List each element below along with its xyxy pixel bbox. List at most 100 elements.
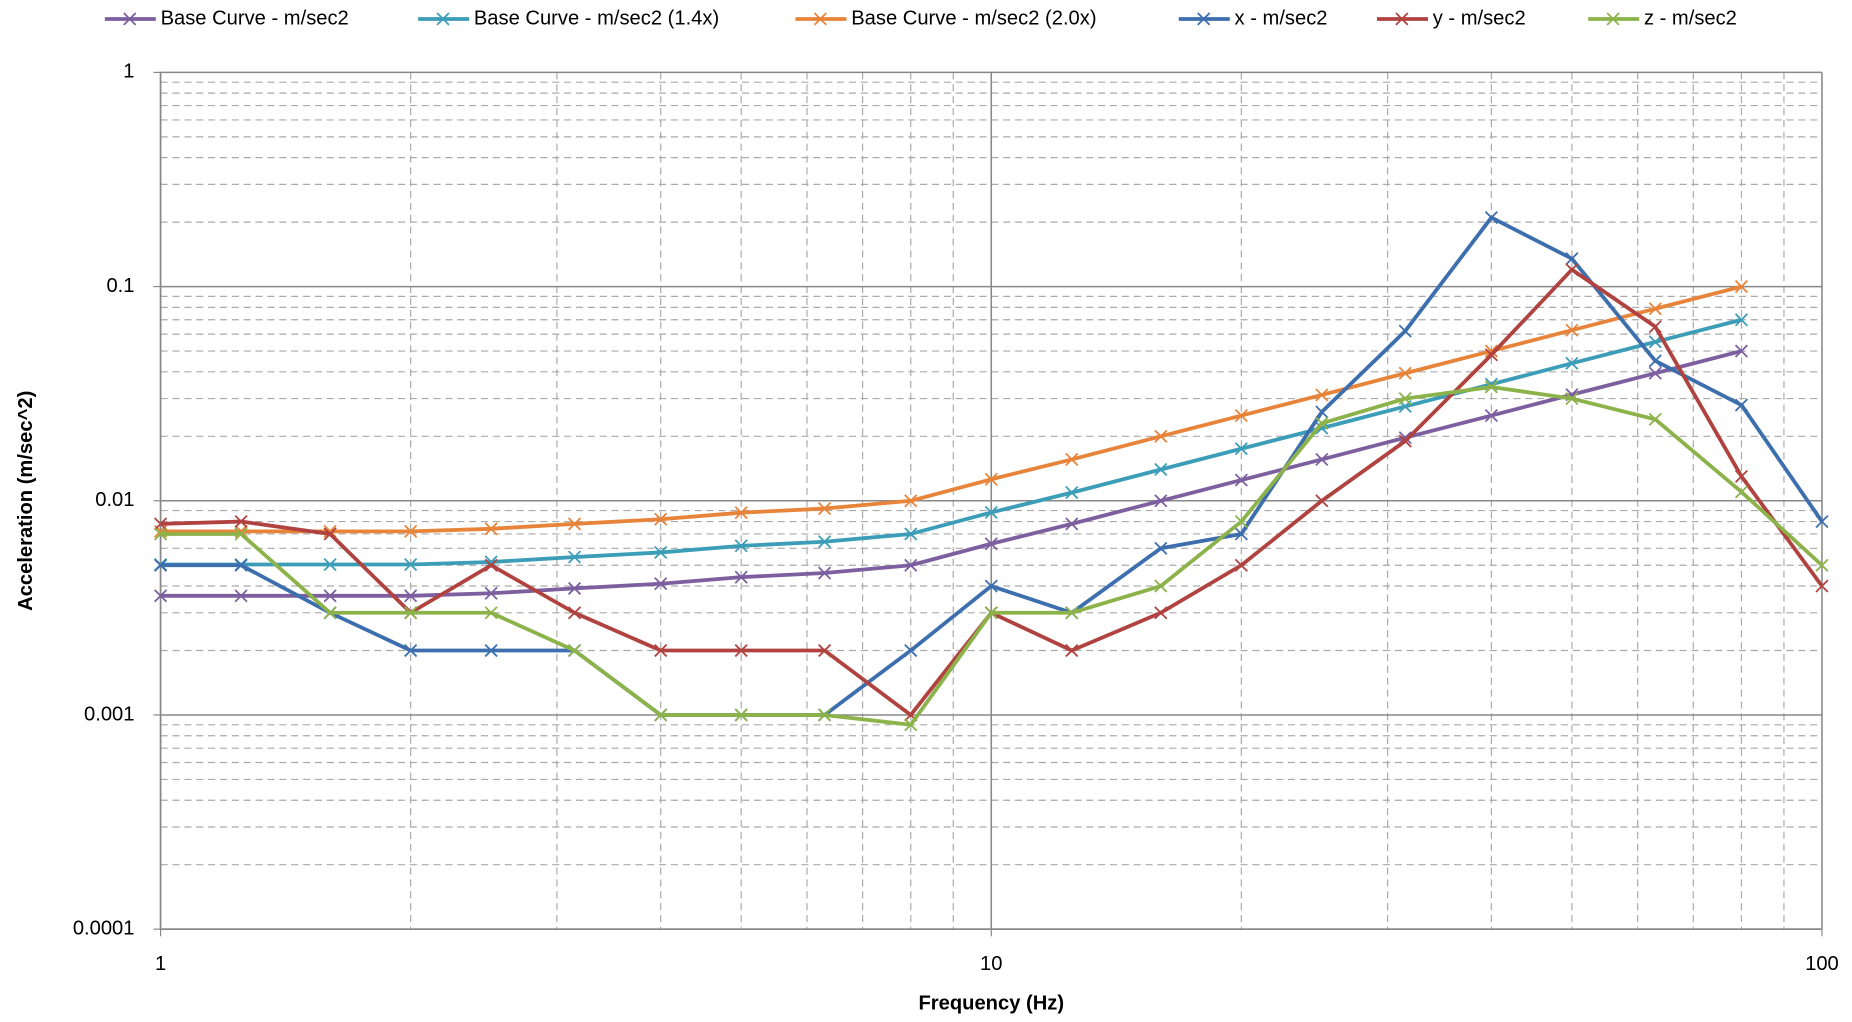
legend-label: y - m/sec2 — [1433, 7, 1526, 29]
marker — [1154, 494, 1168, 508]
marker — [404, 524, 418, 538]
marker — [1565, 356, 1579, 370]
marker — [904, 643, 918, 658]
marker — [154, 589, 168, 603]
marker — [1065, 486, 1079, 500]
marker — [734, 643, 748, 658]
marker — [1234, 527, 1248, 541]
y-tick-label: 0.01 — [95, 489, 134, 511]
series-line — [160, 284, 1742, 534]
marker — [1565, 252, 1579, 266]
marker — [1734, 469, 1749, 483]
marker — [904, 558, 918, 572]
marker — [654, 708, 668, 722]
marker — [323, 527, 337, 541]
marker — [1648, 335, 1662, 349]
marker — [734, 506, 748, 520]
marker — [904, 494, 918, 508]
marker — [567, 581, 582, 595]
marker — [1484, 344, 1498, 358]
marker — [1234, 514, 1248, 529]
marker — [1065, 606, 1079, 620]
marker — [484, 558, 498, 572]
marker — [1065, 452, 1079, 466]
marker — [654, 577, 668, 591]
marker — [904, 718, 918, 732]
marker — [984, 606, 998, 620]
marker — [404, 557, 418, 572]
marker — [654, 512, 668, 526]
legend-label: Base Curve - m/sec2 — [161, 7, 349, 29]
marker — [904, 527, 918, 541]
marker — [234, 558, 248, 572]
series-line — [160, 349, 1742, 598]
marker — [734, 708, 748, 722]
marker — [154, 527, 168, 541]
marker — [654, 545, 668, 559]
y-axis-title: Acceleration (m/sec^2) — [15, 391, 37, 611]
marker — [234, 514, 248, 529]
marker — [1815, 558, 1829, 572]
marker — [654, 643, 668, 658]
marker — [1734, 485, 1749, 499]
legend-label: x - m/sec2 — [1235, 7, 1328, 29]
marker — [1565, 323, 1579, 337]
marker — [484, 586, 498, 600]
marker — [1484, 408, 1498, 423]
marker — [1065, 643, 1079, 658]
legend-label: z - m/sec2 — [1644, 7, 1737, 29]
y-tick-label: 0.001 — [84, 703, 134, 725]
marker — [1065, 517, 1079, 531]
marker — [404, 589, 418, 603]
marker — [984, 537, 998, 551]
marker — [1815, 514, 1829, 529]
marker — [436, 12, 450, 26]
marker — [1315, 421, 1329, 435]
marker — [404, 606, 418, 620]
marker — [1484, 211, 1498, 225]
marker — [1315, 452, 1329, 466]
marker — [1154, 579, 1168, 593]
marker — [567, 550, 582, 564]
marker — [1154, 606, 1168, 620]
marker — [323, 589, 337, 603]
marker — [1565, 263, 1579, 277]
marker — [567, 517, 582, 531]
marker — [1648, 354, 1662, 368]
y-tick-label: 1 — [123, 61, 134, 83]
marker — [818, 566, 832, 580]
marker — [1398, 434, 1412, 448]
marker — [1648, 366, 1662, 380]
marker — [1234, 473, 1248, 487]
marker — [234, 589, 248, 603]
marker — [154, 558, 168, 572]
marker — [323, 557, 337, 572]
marker — [1315, 416, 1329, 430]
marker — [1234, 442, 1248, 456]
marker — [1734, 280, 1749, 294]
marker — [1484, 348, 1498, 362]
marker — [818, 643, 832, 658]
marker — [1154, 541, 1168, 555]
marker — [323, 606, 337, 620]
marker — [734, 570, 748, 584]
y-tick-label: 0.1 — [106, 275, 134, 297]
marker — [813, 12, 827, 26]
marker — [1734, 398, 1749, 412]
marker — [984, 505, 998, 520]
marker — [1395, 12, 1409, 26]
marker — [1734, 313, 1749, 327]
legend-label: Base Curve - m/sec2 (1.4x) — [474, 7, 719, 29]
series-line — [160, 317, 1742, 567]
marker — [818, 708, 832, 722]
marker — [1734, 344, 1749, 358]
marker — [484, 522, 498, 536]
marker — [1234, 558, 1248, 572]
marker — [404, 643, 418, 658]
marker — [123, 12, 137, 26]
marker — [1398, 392, 1412, 406]
marker — [984, 579, 998, 593]
marker — [1234, 408, 1248, 423]
marker — [1648, 302, 1662, 316]
